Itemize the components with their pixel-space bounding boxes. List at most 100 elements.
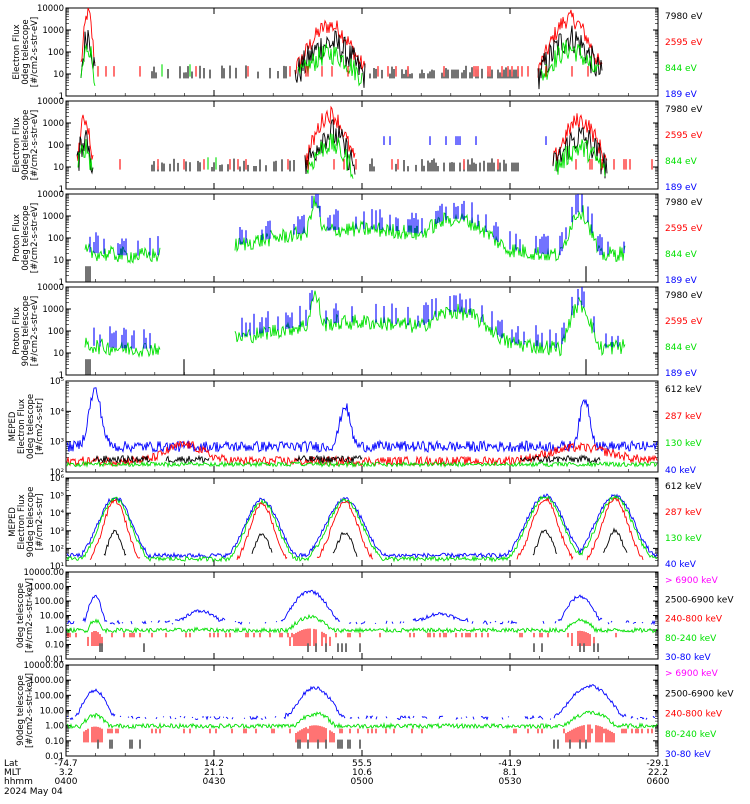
series-30-80kev-segment (128, 717, 129, 718)
date-label: 2024 May 04 (4, 787, 63, 797)
legend-entry: 7980 eV (665, 198, 703, 208)
y-tick-label: 10 (53, 256, 64, 266)
series-30-80kev-segment (538, 716, 543, 719)
series-30-80kev-segment (158, 621, 160, 623)
series-30-80kev-segment (206, 716, 208, 719)
series-30-80kev-segment (120, 716, 121, 717)
series-30-80kev-segment (466, 717, 467, 718)
series-7980ev-segment (538, 26, 602, 89)
panel-frame (66, 287, 658, 375)
series-30-80kev-segment (214, 716, 220, 719)
series-30-80kev-segment (653, 716, 655, 717)
series-30-80kev-segment (386, 621, 387, 624)
series-7980ev-spikes (152, 65, 518, 78)
y-tick-label: 10⁶ (50, 474, 65, 484)
series-30-80kev-segment (136, 717, 140, 719)
series-612kev-segment (104, 530, 126, 555)
series-30-80kev-segment (184, 716, 185, 718)
series-30-80kev-segment (408, 717, 410, 719)
legend-entry: 844 eV (665, 250, 698, 260)
legend-entry: 612 keV (665, 385, 702, 395)
y-tick-label: 100 (48, 48, 64, 58)
series-30-80kev-segment (70, 718, 73, 720)
series-30-80kev-segment (376, 717, 377, 720)
series-30-80kev-segment (131, 621, 132, 624)
x-tick-hhmm: 0500 (351, 777, 374, 787)
series-7980ev (86, 266, 586, 282)
series-30-80kev-segment (142, 621, 146, 624)
y-axis-label: [#/cm2-s-str-eV] (30, 203, 40, 273)
y-tick-label: 10 (53, 349, 64, 359)
series-80-240kev-segment (67, 711, 657, 728)
legend-entry: 612 keV (665, 482, 702, 492)
legend-entry: 240-800 keV (665, 615, 723, 625)
series-30-80kev-segment (633, 622, 636, 623)
series-30-80kev-segment (350, 718, 352, 719)
series-2595ev (81, 8, 602, 78)
series-612kev-segment (252, 534, 272, 554)
y-tick-label: 10000.00 (23, 568, 64, 578)
legend-entry: 7980 eV (665, 291, 703, 301)
series-30-80kev-segment (626, 621, 629, 623)
series-30-80kev-segment (122, 622, 123, 623)
legend-entry: 287 keV (665, 508, 702, 518)
legend-entry: 2595 eV (665, 317, 703, 327)
series-30-80kev-segment (611, 621, 612, 622)
series-30-80kev-segment (195, 719, 198, 720)
x-row-label: hhmm (4, 777, 33, 787)
legend-entry: > 6900 keV (665, 576, 719, 586)
series-2500-6900kev (100, 643, 598, 652)
series-30-80kev-segment (495, 621, 496, 622)
series-30-80kev-segment (530, 716, 534, 719)
series-30-80kev-segment (473, 717, 474, 720)
series-30-80kev-segment (110, 623, 115, 624)
series-30-80kev-segment (145, 717, 146, 719)
y-tick-label: 100 (48, 234, 64, 244)
series-30-80kev-segment (651, 621, 655, 624)
legend-entry: 2595 eV (665, 131, 703, 141)
series-844ev-segment (81, 45, 95, 86)
y-tick-label: 10⁴ (50, 407, 65, 417)
series-30-80kev-segment (511, 621, 517, 624)
series-30-80kev-segment (180, 716, 181, 717)
y-tick-label: 10000 (37, 97, 64, 107)
legend-entry: 240-800 keV (665, 710, 723, 720)
series-30-80kev (67, 590, 655, 624)
series-30-80kev-segment (422, 716, 427, 718)
series-30-80kev-segment (554, 685, 626, 719)
series-30-80kev-segment (608, 622, 609, 624)
series-7980ev (77, 120, 607, 178)
legend-entry: 130 keV (665, 534, 702, 544)
series-2595ev (77, 107, 607, 165)
series-30-80kev-segment (508, 717, 509, 718)
series-30-80kev-segment (392, 622, 393, 624)
y-tick-label: 10000 (37, 4, 64, 14)
series-30-80kev-segment (349, 622, 351, 623)
series-30-80kev-segment (397, 716, 406, 720)
series-30-80kev-segment (490, 622, 491, 623)
series-30-80kev-segment (358, 717, 359, 719)
series-2500-6900kev (98, 740, 586, 749)
series-30-80kev-segment (172, 623, 173, 624)
series-30-80kev-segment (439, 716, 443, 719)
series-30-80kev-segment (238, 622, 242, 624)
series-130kev-segment (67, 496, 657, 561)
series-30-80kev-segment (265, 717, 266, 719)
series-30-80kev-segment (543, 621, 544, 624)
series-30-80kev-segment (558, 595, 602, 621)
panel-frame (66, 665, 658, 756)
y-tick-label: 1000 (42, 119, 64, 129)
series-30-80kev-segment (175, 718, 176, 719)
y-axis-label: [#/cm2-s-str] (35, 398, 45, 455)
series-30-80kev-segment (631, 717, 633, 719)
series-30-80kev-segment (403, 622, 404, 623)
series-189ev (90, 194, 624, 256)
y-axis-label: [#/cm2-s-str-eV] (30, 17, 40, 87)
legend-entry: > 6900 keV (665, 669, 719, 679)
y-axis-label: [#/cm2-s-str-eV] (30, 296, 40, 366)
series-30-80kev-segment (481, 717, 488, 720)
series-30-80kev-segment (170, 716, 171, 719)
